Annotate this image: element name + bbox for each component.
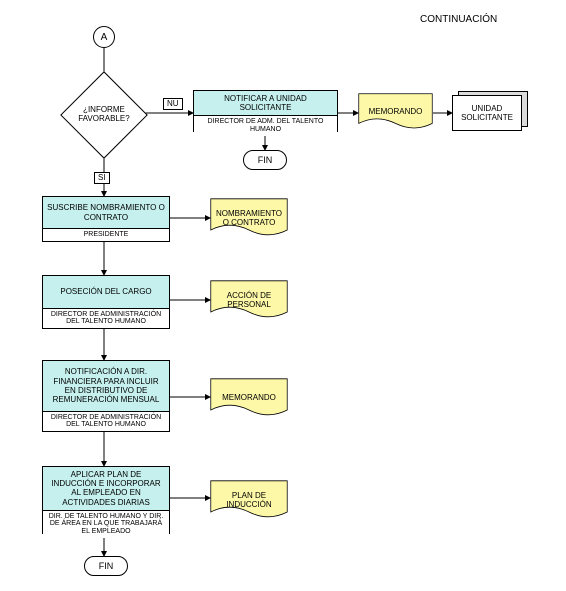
terminator-fin-bottom: FIN [84, 556, 128, 576]
process-posesion-title: POSECIÓN DEL CARGO [43, 276, 169, 308]
doc-memorando-mid-label: MEMORANDO [218, 393, 280, 402]
decision-label: ¿INFORMEFAVORABLE? [78, 106, 129, 124]
terminator-fin-top: FIN [243, 150, 287, 170]
branch-yes-tag: SI [94, 172, 110, 184]
branch-no-text: NU [167, 99, 179, 108]
branch-no-tag: NU [163, 98, 183, 110]
process-notif-financiera: NOTIFICACIÓN A DIR. FINANCIERA PARA INCL… [42, 360, 170, 432]
doc-accion-label: ACCIÓN DE PERSONAL [210, 291, 288, 309]
process-plan-actor: DIR. DE TALENTO HUMANO Y DIR. DE ÁREA EN… [43, 510, 169, 538]
doc-memorando-mid: MEMORANDO [210, 378, 288, 418]
process-notificar-actor: DIRECTOR DE ADM. DEL TALENTO HUMANO [194, 115, 337, 135]
process-notificar-title: NOTIFICAR A UNIDAD SOLICITANTE [194, 91, 337, 115]
doc-nombramiento-label: NOMBRAMIENTO O CONTRATO [210, 209, 288, 227]
process-notif-fin-actor: DIRECTOR DE ADMINISTRACIÓN DEL TALENTO H… [43, 411, 169, 431]
process-plan-induccion: APLICAR PLAN DE INDUCCIÓN E INCORPORAR A… [42, 466, 170, 534]
terminator-fin-bottom-label: FIN [99, 561, 114, 571]
process-suscribe-nombramiento: SUSCRIBE NOMBRAMIENTO O CONTRATO PRESIDE… [42, 196, 170, 242]
connector-a: A [93, 26, 115, 48]
page-header: CONTINUACIÓN [420, 14, 497, 25]
branch-yes-text: SI [98, 173, 106, 182]
doc-plan-induccion: PLAN DE INDUCCIÓN [210, 480, 288, 520]
external-unidad-solicitante: UNIDAD SOLICITANTE [452, 95, 522, 131]
process-plan-title: APLICAR PLAN DE INDUCCIÓN E INCORPORAR A… [43, 467, 169, 510]
process-posesion-actor: DIRECTOR DE ADMINISTRACIÓN DEL TALENTO H… [43, 308, 169, 328]
terminator-fin-top-label: FIN [258, 155, 273, 165]
doc-accion-personal: ACCIÓN DE PERSONAL [210, 280, 288, 320]
process-suscribe-title: SUSCRIBE NOMBRAMIENTO O CONTRATO [43, 197, 169, 228]
connector-a-label: A [101, 32, 108, 43]
process-notificar-unidad: NOTIFICAR A UNIDAD SOLICITANTE DIRECTOR … [193, 90, 338, 132]
header-text: CONTINUACIÓN [420, 14, 497, 25]
process-posesion-cargo: POSECIÓN DEL CARGO DIRECTOR DE ADMINISTR… [42, 275, 170, 329]
process-suscribe-actor: PRESIDENTE [43, 228, 169, 241]
doc-memorando-top-label: MEMORANDO [365, 107, 427, 116]
doc-plan-label: PLAN DE INDUCCIÓN [210, 491, 288, 509]
external-unidad-label: UNIDAD SOLICITANTE [453, 104, 521, 122]
doc-memorando-top: MEMORANDO [358, 93, 433, 131]
doc-nombramiento: NOMBRAMIENTO O CONTRATO [210, 198, 288, 238]
process-notif-fin-title: NOTIFICACIÓN A DIR. FINANCIERA PARA INCL… [43, 361, 169, 411]
